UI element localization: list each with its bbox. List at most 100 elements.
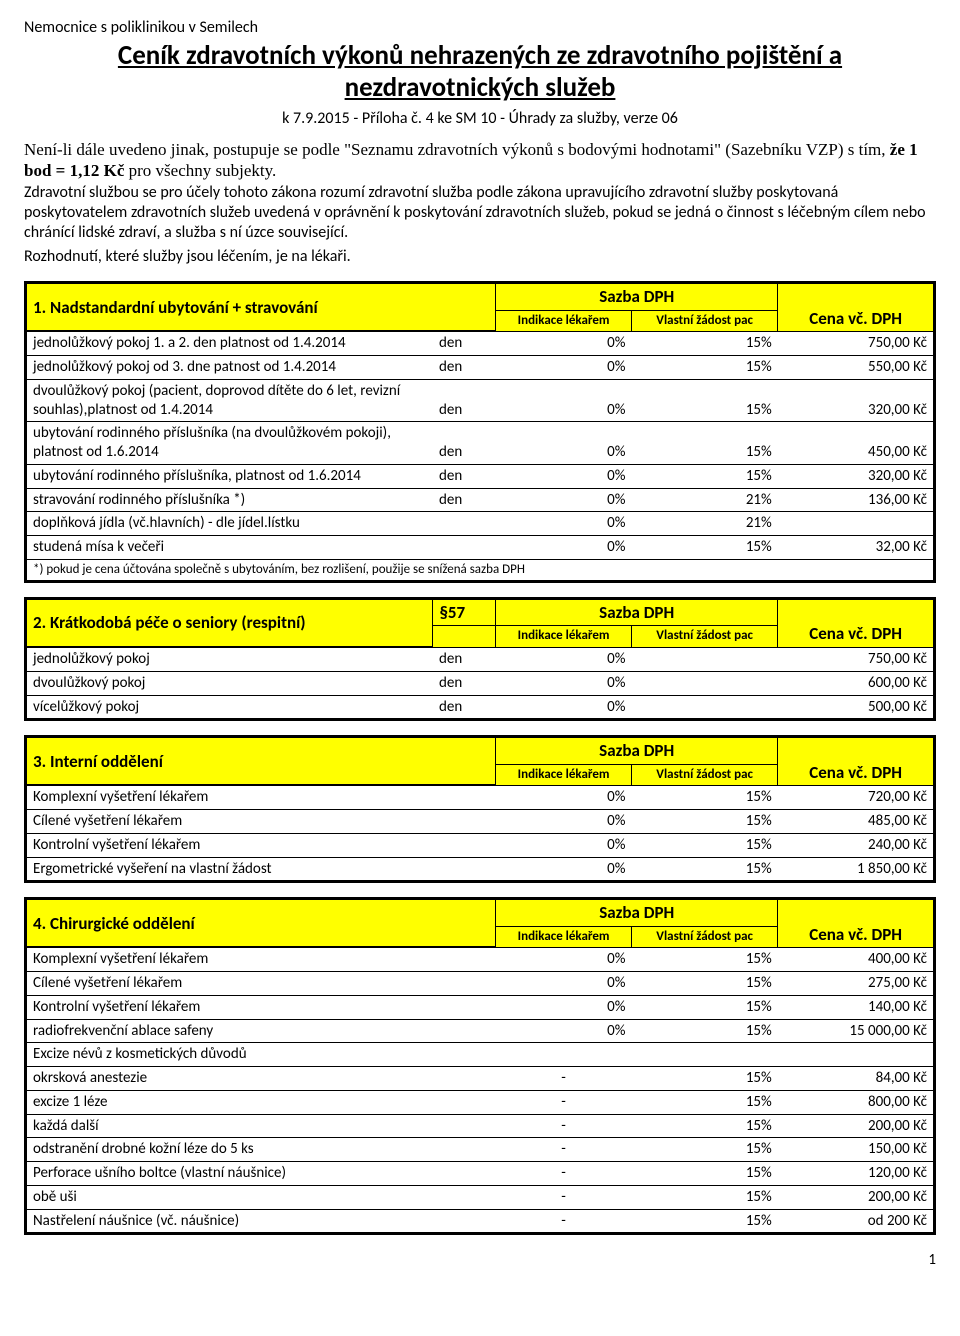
table-row: jednolůžkový pokoj 1. a 2. den platnost … — [26, 331, 935, 355]
col-indikace-2: Indikace lékařem — [496, 626, 632, 647]
cell-own: 15% — [631, 833, 777, 857]
cell-price: 320,00 Kč — [778, 379, 935, 422]
cell-own: 15% — [631, 1185, 777, 1209]
cell-indication: 0% — [496, 464, 632, 488]
cell-own — [631, 647, 777, 671]
cell-indication — [496, 1043, 632, 1067]
section-3-table: 3. Interní oddělení Sazba DPH Cena vč. D… — [24, 735, 936, 883]
cell-description: Perforace ušního boltce (vlastní náušnic… — [26, 1162, 433, 1186]
cell-description: doplňková jídla (vč.hlavních) - dle jíde… — [26, 512, 433, 536]
table-row: Cílené vyšetření lékařem0%15%485,00 Kč — [26, 810, 935, 834]
cell-description: ubytování rodinného příslušníka (na dvou… — [26, 422, 433, 465]
cell-unit — [433, 1162, 496, 1186]
cell-own: 15% — [631, 785, 777, 809]
table-row: Cílené vyšetření lékařem0%15%275,00 Kč — [26, 972, 935, 996]
cell-price: 200,00 Kč — [778, 1114, 935, 1138]
cell-price: 500,00 Kč — [778, 695, 935, 720]
table-row: jednolůžkový pokoj od 3. dne patnost od … — [26, 356, 935, 380]
cell-price: 120,00 Kč — [778, 1162, 935, 1186]
page-number: 1 — [24, 1251, 936, 1270]
cell-indication: 0% — [496, 857, 632, 882]
intro-paragraph-2: Zdravotní službou se pro účely tohoto zá… — [24, 183, 936, 243]
cell-price: 275,00 Kč — [778, 972, 935, 996]
cell-price: 136,00 Kč — [778, 488, 935, 512]
cell-own: 15% — [631, 379, 777, 422]
cell-description: okrsková anestezie — [26, 1067, 433, 1091]
cell-indication: 0% — [496, 785, 632, 809]
cell-description: Komplexní vyšetření lékařem — [26, 785, 433, 809]
cell-unit — [433, 1019, 496, 1043]
cell-description: Ergometrické vyšeření na vlastní žádost — [26, 857, 433, 882]
col-cena-3: Cena vč. DPH — [778, 737, 935, 786]
cell-price: od 200 Kč — [778, 1209, 935, 1234]
col-sazba-4: Sazba DPH — [496, 899, 778, 926]
cell-own: 15% — [631, 331, 777, 355]
cell-price: 200,00 Kč — [778, 1185, 935, 1209]
cell-price: 750,00 Kč — [778, 331, 935, 355]
col-cena-4: Cena vč. DPH — [778, 899, 935, 948]
cell-price: 720,00 Kč — [778, 785, 935, 809]
section-4-table: 4. Chirurgické oddělení Sazba DPH Cena v… — [24, 897, 936, 1235]
section-1-header: 1. Nadstandardní ubytování + stravování … — [26, 283, 935, 310]
section-2-title: 2. Krátkodobá péče o seniory (respitní) — [26, 599, 433, 648]
intro-paragraph-3: Rozhodnutí, které služby jsou léčením, j… — [24, 247, 936, 267]
org-name: Nemocnice s poliklinikou v Semilech — [24, 18, 936, 38]
cell-price: 320,00 Kč — [778, 464, 935, 488]
table-row: Excize névů z kosmetických důvodů — [26, 1043, 935, 1067]
table-row: obě uši-15%200,00 Kč — [26, 1185, 935, 1209]
cell-own: 15% — [631, 857, 777, 882]
cell-price: 750,00 Kč — [778, 647, 935, 671]
cell-own: 15% — [631, 972, 777, 996]
section-2-code: §57 — [433, 599, 496, 626]
cell-description: excize 1 léze — [26, 1090, 433, 1114]
section-3-title: 3. Interní oddělení — [26, 737, 496, 786]
cell-own: 15% — [631, 1162, 777, 1186]
col-indikace-4: Indikace lékařem — [496, 926, 632, 947]
cell-indication: 0% — [496, 995, 632, 1019]
cell-unit — [433, 857, 496, 882]
cell-description: dvoulůžkový pokoj — [26, 671, 433, 695]
cell-description: radiofrekvenční ablace safeny — [26, 1019, 433, 1043]
section-1-note: *) pokud je cena účtována společně s uby… — [26, 559, 935, 581]
col-vlastni-3: Vlastní žádost pac — [631, 764, 777, 785]
cell-unit: den — [433, 356, 496, 380]
cell-description: Excize névů z kosmetických důvodů — [26, 1043, 433, 1067]
cell-own: 15% — [631, 356, 777, 380]
cell-description: obě uši — [26, 1185, 433, 1209]
table-row: dvoulůžkový pokoj (pacient, doprovod dít… — [26, 379, 935, 422]
cell-unit — [433, 785, 496, 809]
table-row: každá další-15%200,00 Kč — [26, 1114, 935, 1138]
table-row: ubytování rodinného příslušníka (na dvou… — [26, 422, 935, 465]
cell-description: studená mísa k večeři — [26, 536, 433, 560]
table-row: studená mísa k večeři 0%15%32,00 Kč — [26, 536, 935, 560]
table-row: Nastřelení náušnice (vč. náušnice)-15%od… — [26, 1209, 935, 1234]
cell-own: 21% — [631, 488, 777, 512]
table-row: Komplexní vyšetření lékařem 0%15%720,00 K… — [26, 785, 935, 809]
cell-unit — [433, 536, 496, 560]
cell-unit: den — [433, 464, 496, 488]
cell-unit — [433, 1209, 496, 1234]
section-2-table: 2. Krátkodobá péče o seniory (respitní) … — [24, 597, 936, 721]
cell-unit — [433, 1067, 496, 1091]
cell-own: 15% — [631, 1067, 777, 1091]
table-row: odstranění drobné kožní léze do 5 ks-15%… — [26, 1138, 935, 1162]
cell-unit — [433, 512, 496, 536]
cell-unit — [433, 810, 496, 834]
section-4-header: 4. Chirurgické oddělení Sazba DPH Cena v… — [26, 899, 935, 926]
cell-price: 485,00 Kč — [778, 810, 935, 834]
cell-price: 32,00 Kč — [778, 536, 935, 560]
cell-indication: 0% — [496, 488, 632, 512]
col-vlastni: Vlastní žádost pac — [631, 310, 777, 331]
cell-own: 15% — [631, 422, 777, 465]
cell-description: Kontrolní vyšetření lékařem — [26, 995, 433, 1019]
cell-indication: 0% — [496, 536, 632, 560]
cell-own — [631, 695, 777, 720]
cell-unit: den — [433, 695, 496, 720]
col-cena: Cena vč. DPH — [778, 283, 935, 332]
cell-unit: den — [433, 647, 496, 671]
col-sazba-2: Sazba DPH — [496, 599, 778, 626]
cell-own: 15% — [631, 536, 777, 560]
cell-indication: 0% — [496, 356, 632, 380]
table-row: Kontrolní vyšetření lékařem0%15%140,00 K… — [26, 995, 935, 1019]
cell-unit — [433, 1114, 496, 1138]
